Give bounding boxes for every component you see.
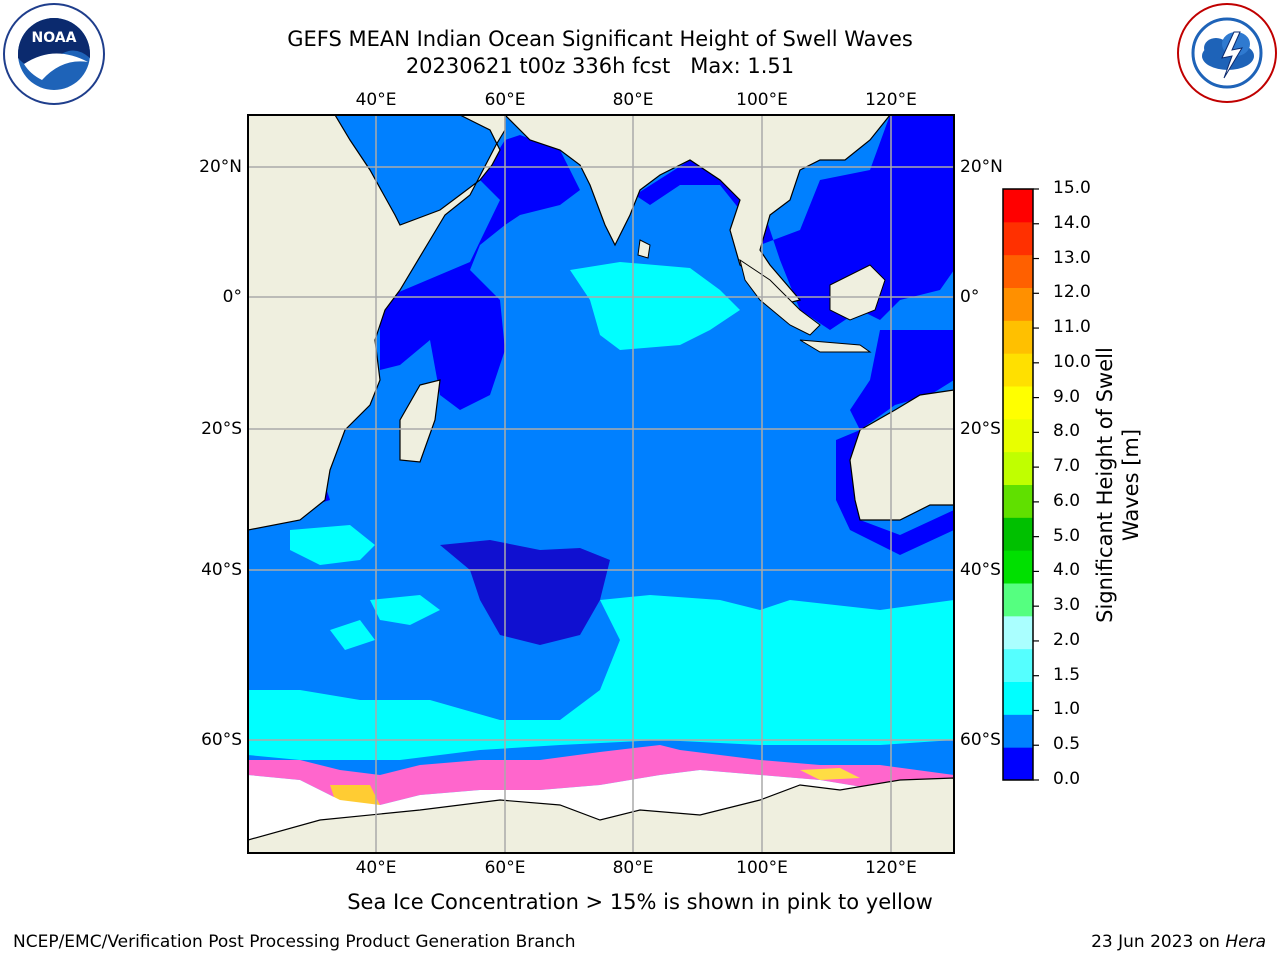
lat-tick-right-20n: 20°N — [960, 157, 1003, 177]
swell-low-indonesia — [850, 330, 954, 430]
sea-ice-band — [248, 745, 954, 805]
swell-mid-patch3 — [330, 620, 375, 650]
footer-date: 23 Jun 2023 on Hera — [1091, 932, 1266, 952]
lat-tick-right-40s: 40°S — [960, 560, 1001, 580]
swell-mid-southern — [248, 595, 954, 760]
lon-tick-bottom-40e: 40°E — [355, 858, 397, 878]
graticule — [248, 115, 954, 853]
footer-date-text: 23 Jun 2023 on — [1091, 932, 1226, 952]
colorbar-tick-label: 8.0 — [1053, 421, 1081, 442]
colorbar-label: Significant Height of Swell Waves [m] — [1093, 347, 1143, 623]
colorbar-tick-label: 15.0 — [1053, 178, 1091, 198]
map-frame — [247, 114, 955, 854]
colorbar-frame — [1002, 188, 1034, 781]
colorbar-tick-label: 10.0 — [1053, 351, 1091, 372]
colorbar-segment — [1003, 583, 1033, 617]
madagascar-land — [399, 379, 441, 463]
lon-tick-bottom-120e: 120°E — [865, 858, 917, 878]
colorbar-tick-label: 0.5 — [1053, 734, 1081, 755]
colorbar-tick-label: 7.0 — [1053, 456, 1081, 477]
colorbar-segment — [1003, 747, 1033, 781]
colorbar-segment — [1003, 353, 1033, 387]
lon-tick-bottom-60e: 60°E — [484, 858, 526, 878]
sea-ice-yellow2 — [800, 768, 860, 780]
antarctica-land — [248, 777, 954, 853]
noaa-logo: NOAA — [3, 3, 105, 105]
colorbar-tick-label: 1.0 — [1053, 699, 1081, 720]
colorbar-segment — [1003, 517, 1033, 551]
swell-low-kerguelen — [440, 540, 610, 645]
sri-lanka-land — [637, 239, 651, 259]
colorbar-segment — [1003, 615, 1033, 650]
colorbar-tick-label: 3.0 — [1053, 595, 1081, 616]
borneo-land — [829, 264, 886, 321]
lat-tick-right-60s: 60°S — [960, 730, 1001, 750]
colorbar-segment — [1003, 254, 1033, 288]
swell-low-arabian — [380, 135, 580, 410]
lat-tick-left-20s: 20°S — [201, 419, 242, 439]
lat-tick-left-20n: 20°N — [199, 157, 242, 177]
swell-mid-equatorial — [570, 262, 740, 350]
chart-title: GEFS MEAN Indian Ocean Significant Heigh… — [287, 27, 913, 51]
lat-tick-left-0: 0° — [222, 287, 242, 307]
noaa-logo-text: NOAA — [32, 30, 77, 46]
australia-land — [849, 389, 954, 521]
asia-land — [504, 115, 891, 306]
chart-subtitle: 20230621 t00z 336h fcst Max: 1.51 — [405, 54, 795, 78]
colorbar-tick-label: 5.0 — [1053, 525, 1081, 546]
lon-tick-top-100e: 100°E — [736, 90, 788, 110]
colorbar-tick-label: 2.0 — [1053, 629, 1081, 650]
colorbar-tick-label: 1.5 — [1053, 664, 1081, 685]
colorbar-tick-label: 4.0 — [1053, 560, 1081, 581]
lon-tick-top-120e: 120°E — [865, 90, 917, 110]
colorbar-segment — [1003, 189, 1033, 223]
lon-tick-bottom-80e: 80°E — [612, 858, 654, 878]
colorbar-tick-label: 9.0 — [1053, 386, 1081, 407]
colorbar-segment — [1003, 320, 1033, 354]
lat-tick-left-40s: 40°S — [201, 560, 242, 580]
footer-credit: NCEP/EMC/Verification Post Processing Pr… — [13, 932, 576, 952]
lon-tick-top-60e: 60°E — [484, 90, 526, 110]
colorbar-tick-label: 14.0 — [1053, 212, 1091, 233]
colorbar-segment — [1003, 714, 1033, 748]
colorbar — [1003, 188, 1039, 781]
nws-logo — [1177, 3, 1277, 103]
colorbar-segment — [1003, 550, 1033, 584]
colorbar-tick-label: 0.0 — [1053, 769, 1081, 789]
java-land — [799, 339, 872, 353]
sea-ice-note: Sea Ice Concentration > 15% is shown in … — [347, 890, 933, 914]
lat-tick-right-20s: 20°S — [960, 419, 1001, 439]
colorbar-segment — [1003, 221, 1033, 256]
footer-host: Hera — [1225, 932, 1266, 952]
colorbar-segment — [1003, 287, 1033, 321]
swell-low-australia — [836, 430, 954, 555]
lon-tick-top-80e: 80°E — [612, 90, 654, 110]
colorbar-tick-label: 6.0 — [1053, 490, 1081, 511]
colorbar-tick-label: 11.0 — [1053, 317, 1091, 338]
lat-tick-right-0: 0° — [960, 287, 980, 307]
swell-mid-patch2 — [370, 595, 440, 625]
colorbar-segment — [1003, 484, 1033, 518]
colorbar-segment — [1003, 386, 1033, 420]
colorbar-segment — [1003, 648, 1033, 682]
colorbar-tick-label: 12.0 — [1053, 282, 1091, 303]
lon-tick-bottom-100e: 100°E — [736, 858, 788, 878]
colorbar-segment — [1003, 681, 1033, 715]
colorbar-tick-label: 13.0 — [1053, 247, 1091, 268]
lat-tick-left-60s: 60°S — [201, 730, 242, 750]
map-field — [248, 115, 954, 853]
lon-tick-top-40e: 40°E — [355, 90, 397, 110]
colorbar-segment — [1003, 418, 1033, 453]
colorbar-segment — [1003, 451, 1033, 485]
swell-mid-patch1 — [290, 525, 375, 565]
